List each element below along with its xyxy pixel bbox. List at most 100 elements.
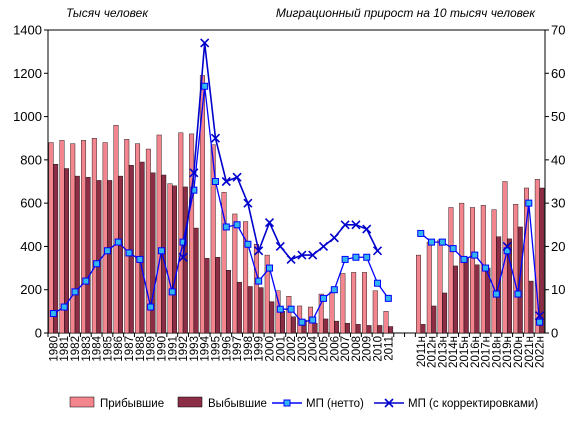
- x-tick-label: 2006: [329, 336, 341, 362]
- bar-departed: [258, 287, 264, 334]
- point-adjusted: [502, 241, 512, 251]
- right-tick-label: 10: [551, 282, 565, 297]
- point-adjusted: [232, 172, 242, 182]
- bar-departed: [150, 172, 156, 334]
- x-tick-label: 2011: [383, 336, 395, 361]
- x-tick-label: 1990: [156, 336, 168, 362]
- x-tick-label: 2009: [362, 336, 374, 362]
- x-tick-label: 2005: [319, 336, 331, 362]
- bar-departed: [377, 325, 383, 334]
- bar-arrived: [264, 254, 270, 334]
- x-tick-label: 1987: [124, 336, 136, 362]
- left-tick-label: 1400: [13, 23, 42, 38]
- bar-departed: [193, 227, 199, 334]
- bar-arrived: [372, 290, 378, 334]
- point-adjusted: [318, 241, 329, 251]
- bar-departed: [215, 257, 221, 334]
- point-adjusted: [221, 176, 231, 187]
- bar-departed: [388, 326, 394, 334]
- bar-departed: [64, 168, 69, 334]
- x-tick-label: 1983: [81, 336, 93, 362]
- bar-arrived: [416, 254, 421, 334]
- bar-arrived: [156, 134, 162, 334]
- point-net: [103, 247, 111, 255]
- point-net: [114, 238, 122, 246]
- left-tick-label: 400: [20, 239, 42, 254]
- point-net: [60, 303, 68, 311]
- point-net: [168, 288, 176, 296]
- bar-arrived: [232, 213, 238, 334]
- point-adjusted: [189, 168, 199, 178]
- point-net: [157, 247, 165, 255]
- left-tick-label: 1200: [13, 66, 42, 81]
- bar-departed: [269, 301, 275, 334]
- bar-departed: [528, 280, 534, 334]
- x-tick-label: 2017н: [481, 336, 493, 368]
- bar-arrived: [135, 143, 141, 334]
- x-tick-label: 2010: [373, 336, 385, 362]
- right-tick-label: 70: [551, 23, 565, 38]
- point-net: [125, 249, 133, 257]
- point-net: [276, 305, 284, 313]
- bar-departed: [236, 281, 242, 334]
- point-net: [147, 303, 155, 311]
- x-tick-label: 2001: [275, 336, 287, 362]
- x-tick-label: 1985: [102, 336, 114, 362]
- bar-arrived: [286, 296, 292, 334]
- x-tick-label: 1995: [210, 336, 222, 362]
- x-tick-label: 1980: [48, 336, 60, 362]
- bar-departed: [118, 175, 123, 334]
- legend-item: Выбывшие: [177, 396, 267, 410]
- point-adjusted: [254, 246, 264, 256]
- point-net: [136, 255, 144, 263]
- point-net: [503, 247, 511, 255]
- bar-arrived: [491, 209, 497, 334]
- point-adjusted: [178, 252, 188, 262]
- point-net: [309, 316, 317, 324]
- x-tick-label: 1996: [221, 336, 233, 362]
- point-adjusted: [286, 254, 296, 264]
- bar-arrived: [459, 202, 465, 334]
- point-net: [265, 264, 273, 272]
- right-tick-label: 30: [551, 196, 565, 211]
- x-tick-label: 2003: [297, 336, 309, 362]
- x-tick-label: 1989: [146, 336, 158, 362]
- point-adjusted: [535, 311, 545, 321]
- bar-departed: [85, 176, 91, 334]
- legend-marker: [283, 399, 291, 407]
- bar-departed: [506, 238, 512, 334]
- bar-departed: [420, 324, 426, 334]
- x-tick-label: 2011н: [416, 336, 428, 367]
- right-tick-label: 20: [551, 239, 565, 254]
- point-net: [492, 290, 500, 298]
- bar-arrived: [81, 140, 87, 334]
- x-tick-label: 2020н: [513, 336, 525, 368]
- legend-marker: [384, 398, 394, 408]
- bar-arrived: [102, 142, 108, 334]
- legend-label: Прибывшие: [100, 398, 164, 410]
- left-tick-label: 0: [35, 326, 42, 341]
- point-net: [49, 310, 57, 318]
- point-net: [233, 221, 241, 229]
- bar-arrived: [113, 125, 119, 334]
- bar-arrived: [383, 311, 389, 334]
- bar-departed: [334, 320, 340, 334]
- chart-legend: Прибывшие Выбывшие МП (нетто) МП (с коррект…: [69, 396, 538, 410]
- legend-item: МП (нетто): [272, 398, 364, 410]
- bar-departed: [290, 316, 296, 334]
- point-adjusted: [264, 218, 275, 228]
- bar-departed: [204, 258, 210, 334]
- legend-label: МП (с корректировками): [408, 398, 538, 410]
- right-axis-unit-title: Миграционный прирост на 10 тысяч человек: [275, 6, 535, 20]
- point-net: [536, 318, 544, 326]
- point-net: [384, 294, 392, 302]
- x-tick-label: 2008: [351, 336, 363, 362]
- x-tick-label: 1982: [70, 336, 82, 362]
- left-tick-label: 600: [20, 196, 42, 211]
- x-tick-label: 2015н: [459, 336, 471, 368]
- x-tick-label: 2007: [340, 336, 352, 362]
- point-net: [449, 245, 457, 253]
- lines-layer: [49, 38, 545, 326]
- bar-departed: [312, 323, 318, 334]
